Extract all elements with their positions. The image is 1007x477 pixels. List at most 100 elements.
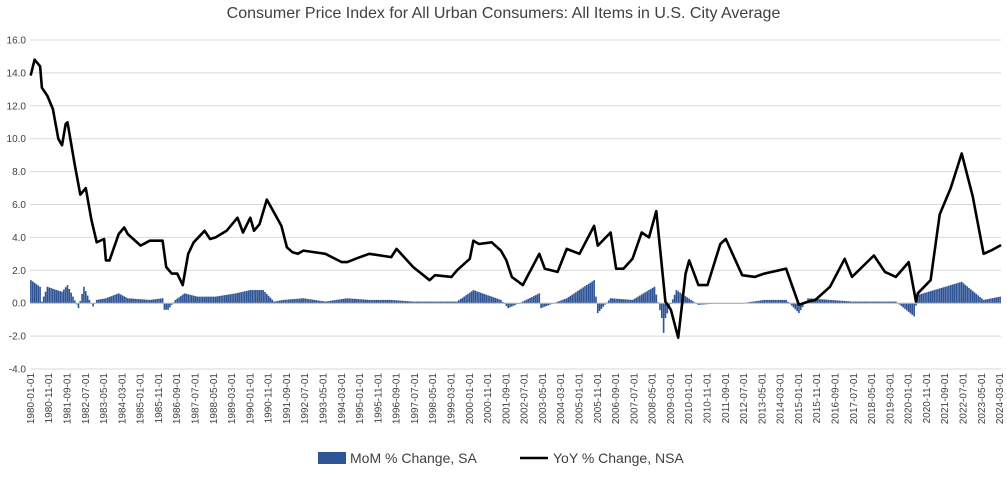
mom-bar xyxy=(399,300,402,304)
x-tick-label: 2019-03-01 xyxy=(885,373,896,425)
mom-bar xyxy=(326,301,328,304)
y-tick-label: 10.0 xyxy=(7,134,27,145)
mom-bar xyxy=(777,299,780,304)
mom-bar xyxy=(699,303,702,305)
mom-bar xyxy=(227,294,230,304)
mom-bar xyxy=(346,298,349,304)
mom-bar xyxy=(564,298,566,304)
mom-bar xyxy=(787,301,789,304)
mom-bar xyxy=(904,303,906,309)
y-tick-label: 2.0 xyxy=(12,266,26,277)
mom-bar xyxy=(571,294,574,304)
mom-bar xyxy=(278,300,281,304)
mom-bar xyxy=(542,303,544,308)
mom-bar xyxy=(412,301,414,304)
mom-bar xyxy=(604,303,606,305)
mom-bar xyxy=(756,301,758,304)
mom-bar xyxy=(350,298,352,304)
y-tick-label: 4.0 xyxy=(12,233,26,244)
mom-bar xyxy=(31,281,34,304)
mom-bar xyxy=(302,298,305,304)
mom-bar xyxy=(629,299,632,304)
mom-bar xyxy=(697,303,700,305)
mom-bar xyxy=(948,285,950,304)
mom-bar xyxy=(148,299,151,304)
mom-bar xyxy=(547,303,550,306)
mom-bar xyxy=(426,301,429,304)
mom-bar xyxy=(761,300,764,304)
mom-bar xyxy=(359,299,361,304)
mom-bar xyxy=(388,299,391,304)
mom-bar xyxy=(501,301,504,304)
mom-bar xyxy=(620,299,623,304)
mom-bar xyxy=(381,299,383,304)
mom-bar xyxy=(794,303,797,310)
mom-bar xyxy=(500,299,502,304)
mom-bar xyxy=(628,299,630,304)
mom-bar xyxy=(644,292,647,304)
mom-bar xyxy=(222,295,224,304)
mom-bar xyxy=(53,289,56,304)
mom-bar xyxy=(511,303,513,307)
mom-bar xyxy=(798,303,800,314)
mom-bar xyxy=(287,299,290,304)
y-tick-label: 16.0 xyxy=(7,36,27,47)
mom-bar xyxy=(607,300,610,304)
mom-bar xyxy=(567,297,570,304)
mom-bar xyxy=(931,290,934,304)
x-tick-label: 2007-07-01 xyxy=(629,373,640,425)
mom-bar xyxy=(253,290,255,304)
mom-bar xyxy=(59,291,61,304)
x-tick-label: 1993-05-01 xyxy=(318,373,329,425)
legend-bar-swatch xyxy=(318,452,346,464)
mom-bar xyxy=(973,292,976,304)
mom-bar xyxy=(971,290,974,304)
mom-bar xyxy=(768,299,771,304)
mom-bar xyxy=(690,299,692,304)
mom-bar xyxy=(127,298,129,304)
mom-bar xyxy=(633,298,636,304)
mom-bar xyxy=(383,299,385,304)
mom-bar xyxy=(68,288,71,304)
mom-bar xyxy=(993,297,996,304)
mom-bar xyxy=(467,293,469,304)
mom-bar xyxy=(106,297,109,304)
mom-bar xyxy=(885,301,888,304)
mom-bar xyxy=(461,297,464,304)
mom-bar xyxy=(165,303,168,310)
mom-bar xyxy=(776,299,778,304)
mom-bar xyxy=(960,281,963,304)
mom-bar xyxy=(631,299,634,304)
mom-bar xyxy=(763,299,766,304)
mom-bar xyxy=(580,288,583,304)
mom-bar xyxy=(906,303,908,311)
x-tick-label: 1981-09-01 xyxy=(62,373,73,425)
mom-bar xyxy=(666,303,669,314)
mom-bar xyxy=(123,296,125,304)
x-tick-label: 1980-01-01 xyxy=(26,373,37,425)
mom-bar xyxy=(498,299,500,304)
mom-bar xyxy=(170,303,173,305)
mom-bar xyxy=(578,289,581,304)
x-tick-label: 2010-11-01 xyxy=(703,373,714,424)
mom-bar xyxy=(902,303,904,308)
mom-bar xyxy=(675,290,678,304)
mom-bar xyxy=(821,299,824,304)
mom-bar xyxy=(684,296,687,304)
mom-bar xyxy=(163,303,166,310)
mom-bar xyxy=(534,295,537,304)
mom-bar xyxy=(231,293,233,304)
x-tick-label: 1982-07-01 xyxy=(81,373,92,425)
mom-bar xyxy=(651,287,654,304)
mom-bar xyxy=(234,293,237,304)
mom-bar xyxy=(545,303,548,307)
mom-bar xyxy=(282,299,285,304)
mom-bar xyxy=(949,285,952,304)
mom-bar xyxy=(997,296,1000,304)
mom-bar xyxy=(139,299,142,304)
y-tick-label: 6.0 xyxy=(12,200,26,211)
mom-bar xyxy=(218,296,221,304)
mom-bar xyxy=(223,295,226,304)
mom-bar xyxy=(703,303,705,305)
mom-bar xyxy=(884,301,886,304)
